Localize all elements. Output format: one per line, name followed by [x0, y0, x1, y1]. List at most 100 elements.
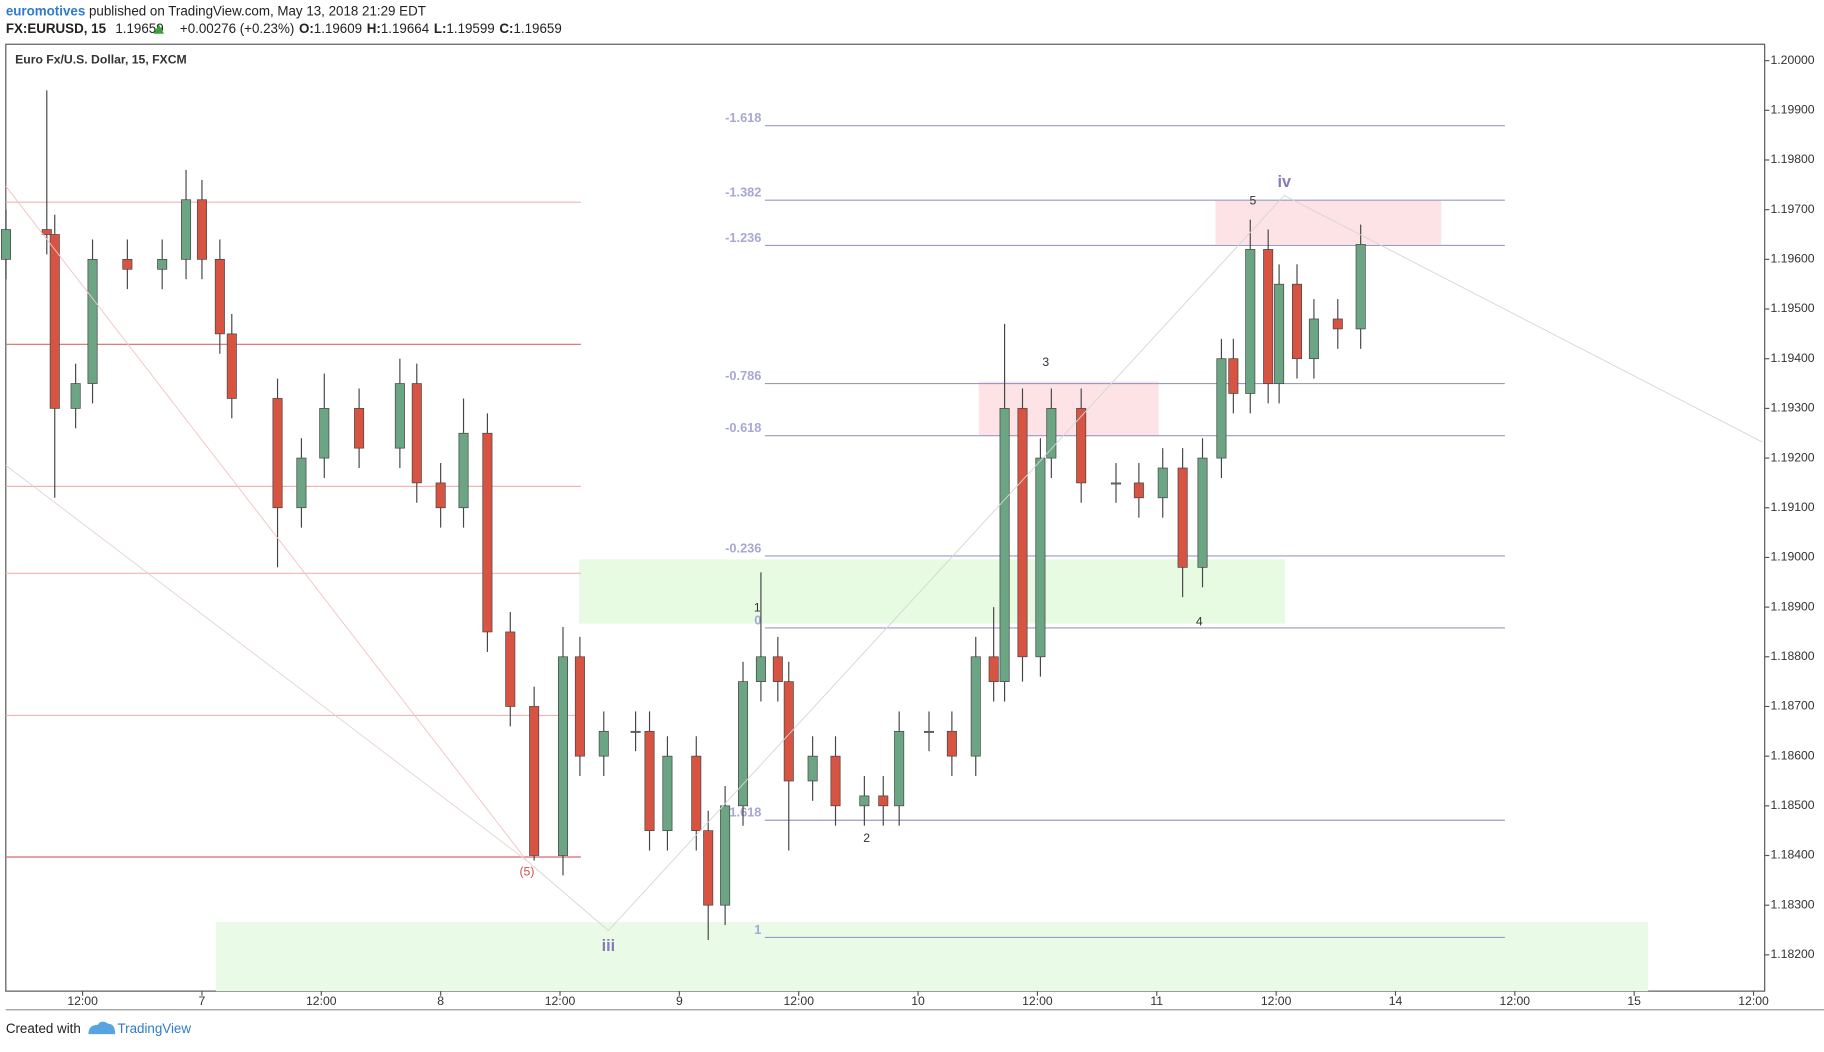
y-tick-label: 1.18800: [1770, 649, 1814, 663]
candle-body: [1, 229, 12, 260]
y-tick-label: 1.18300: [1770, 897, 1814, 911]
wave-label: 2: [863, 831, 870, 845]
candle-body: [157, 258, 168, 270]
candle-body: [924, 730, 935, 733]
candle-body: [1133, 482, 1144, 499]
y-tick-label: 1.19400: [1770, 351, 1814, 365]
x-tick-label: 12:00: [67, 994, 98, 1008]
y-tick-label: 1.19100: [1770, 500, 1814, 514]
candle-body: [272, 398, 283, 509]
up-arrow: [153, 24, 165, 34]
x-tick-label: 12:00: [1500, 994, 1531, 1008]
candle-body: [1245, 249, 1256, 394]
symbol: FX:EURUSD, 15: [6, 21, 107, 36]
candle-body: [1308, 318, 1319, 360]
y-tick-label: 1.18900: [1770, 599, 1814, 613]
fib-label: -1.236: [725, 230, 761, 245]
candle-body: [557, 656, 568, 856]
candle-body: [755, 656, 766, 682]
c: 1.19659: [513, 21, 561, 36]
candle-body: [296, 457, 307, 509]
candle-body: [644, 730, 655, 832]
candle-body: [970, 656, 981, 757]
wave-label: 3: [1042, 355, 1049, 369]
candle-body: [41, 229, 52, 235]
candle-body: [49, 234, 60, 409]
candle-body: [662, 755, 673, 832]
candle-body: [859, 795, 870, 807]
candle-body: [70, 383, 81, 409]
logo: [88, 1021, 116, 1035]
y-tick-label: 1.19800: [1770, 152, 1814, 166]
l-label: L:: [434, 21, 447, 36]
x-tick-label: 15: [1627, 994, 1641, 1008]
candle-body: [482, 432, 493, 633]
fib-label: 1: [754, 922, 761, 937]
x-tick-label: 10: [911, 994, 925, 1008]
candle-body: [999, 408, 1010, 682]
candle-body: [1046, 408, 1057, 459]
candle-body: [1110, 482, 1121, 485]
zone: [578, 559, 1286, 624]
x-tick-label: 8: [437, 994, 444, 1008]
zone: [1215, 200, 1442, 245]
candle-body: [181, 199, 192, 260]
published: published on TradingView.com, May 13, 20…: [89, 3, 426, 18]
x-tick-label: 12:00: [306, 994, 337, 1008]
candle-body: [354, 408, 365, 449]
y-tick-label: 1.19000: [1770, 550, 1814, 564]
quote-line: FX:EURUSD, 15 1.19659 +0.00276 (+0.23%) O:1…: [6, 21, 562, 36]
chart-title: Euro Fx/U.S. Dollar, 15, FXCM: [15, 53, 187, 67]
candle-body: [691, 755, 702, 832]
x-tick-label: 12:00: [1261, 994, 1292, 1008]
candle-body: [458, 432, 469, 509]
candle-body: [1035, 457, 1046, 658]
wave-label: 1: [754, 601, 761, 615]
zone: [215, 922, 1649, 992]
candle-body: [394, 383, 405, 449]
brand[interactable]: TradingView: [117, 1021, 191, 1036]
candle-body: [1157, 467, 1168, 499]
candle-body: [1177, 467, 1188, 568]
candle-body: [807, 755, 818, 782]
y-tick-label: 1.19600: [1770, 252, 1814, 266]
wave-label: 5: [1249, 193, 1256, 207]
y-tick-label: 1.18400: [1770, 848, 1814, 862]
y-tick-label: 1.19900: [1770, 103, 1814, 117]
y-tick-label: 1.18500: [1770, 798, 1814, 812]
fib-label: -0.618: [725, 420, 761, 435]
wave-line: [526, 194, 1763, 932]
candle-body: [1017, 408, 1028, 658]
l: 1.19599: [446, 21, 494, 36]
candle-body: [738, 681, 749, 807]
marks: -1.618 -1.382 -1.236 -0.786 -0.618 -0.236 0 1.6…: [1, 53, 1815, 1008]
candle-body: [196, 199, 207, 260]
wave-label: 4: [1196, 615, 1203, 629]
x-tick-label: 12:00: [783, 994, 814, 1008]
last: 1.19659: [115, 21, 163, 36]
candle-body: [598, 730, 609, 757]
candle-body: [319, 408, 330, 459]
y-tick-label: 1.20000: [1770, 53, 1814, 67]
candle-body: [122, 258, 133, 270]
y-tick-label: 1.18600: [1770, 748, 1814, 762]
x-tick-label: 11: [1150, 994, 1163, 1008]
candle-body: [1332, 318, 1343, 330]
wave-lines: [5, 185, 1763, 932]
wave-label: iv: [1277, 173, 1291, 191]
candle-body: [703, 830, 714, 906]
candle-body: [946, 730, 957, 757]
candle-body: [1292, 283, 1303, 360]
y-tick-label: 1.18700: [1770, 699, 1814, 713]
x-tick-label: 12:00: [1022, 994, 1053, 1008]
x-tick-label: 9: [676, 994, 683, 1008]
change: +0.00276 (+0.23%): [180, 21, 294, 36]
y-tick-label: 1.19700: [1770, 202, 1814, 216]
candle-body: [1216, 358, 1227, 459]
candle-body: [505, 631, 516, 707]
fib-label: -0.786: [725, 368, 761, 383]
o: 1.19609: [314, 21, 362, 36]
y-tick-label: 1.18200: [1770, 947, 1814, 961]
author[interactable]: euromotives: [6, 3, 85, 18]
